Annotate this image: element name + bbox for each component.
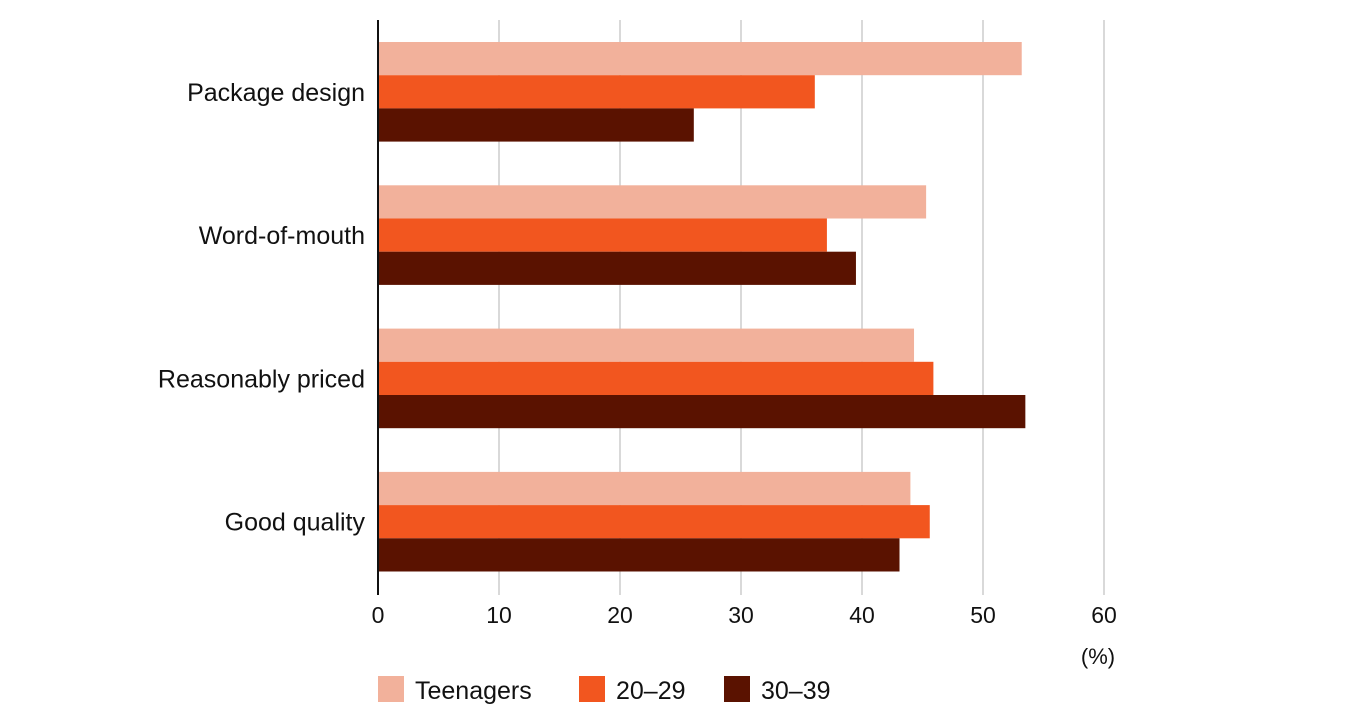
x-tick-label: 20 [607,602,633,628]
category-label: Package design [187,79,365,107]
legend-label: 20–29 [616,677,686,705]
x-unit-label: (%) [1081,644,1115,669]
bar [378,505,930,539]
bar [378,395,1026,429]
bar [378,185,927,219]
x-tick-label: 40 [849,602,875,628]
x-tick-label: 50 [970,602,996,628]
category-label: Good quality [225,509,366,537]
x-tick-labels: 0 10 20 30 40 50 60 [372,602,1117,628]
legend-swatch [378,676,404,702]
bar [378,218,827,252]
legend-swatch [724,676,750,702]
bar [378,75,815,109]
legend: Teenagers 20–29 30–39 [378,676,831,705]
x-tick-label: 60 [1091,602,1117,628]
legend-label: 30–39 [761,677,831,705]
x-tick-label: 0 [372,602,385,628]
bar [378,251,856,285]
bar [378,42,1022,76]
category-labels: Package design Word-of-mouth Reasonably pr… [158,79,366,537]
legend-label: Teenagers [415,677,532,705]
bar [378,361,934,395]
x-tick-label: 30 [728,602,754,628]
x-tick-label: 10 [486,602,512,628]
bar [378,328,915,362]
bars [378,42,1026,572]
bar [378,471,911,506]
legend-swatch [579,676,605,702]
category-label: Word-of-mouth [199,222,365,250]
bar [378,108,694,142]
category-label: Reasonably priced [158,365,365,393]
bar [378,538,900,572]
